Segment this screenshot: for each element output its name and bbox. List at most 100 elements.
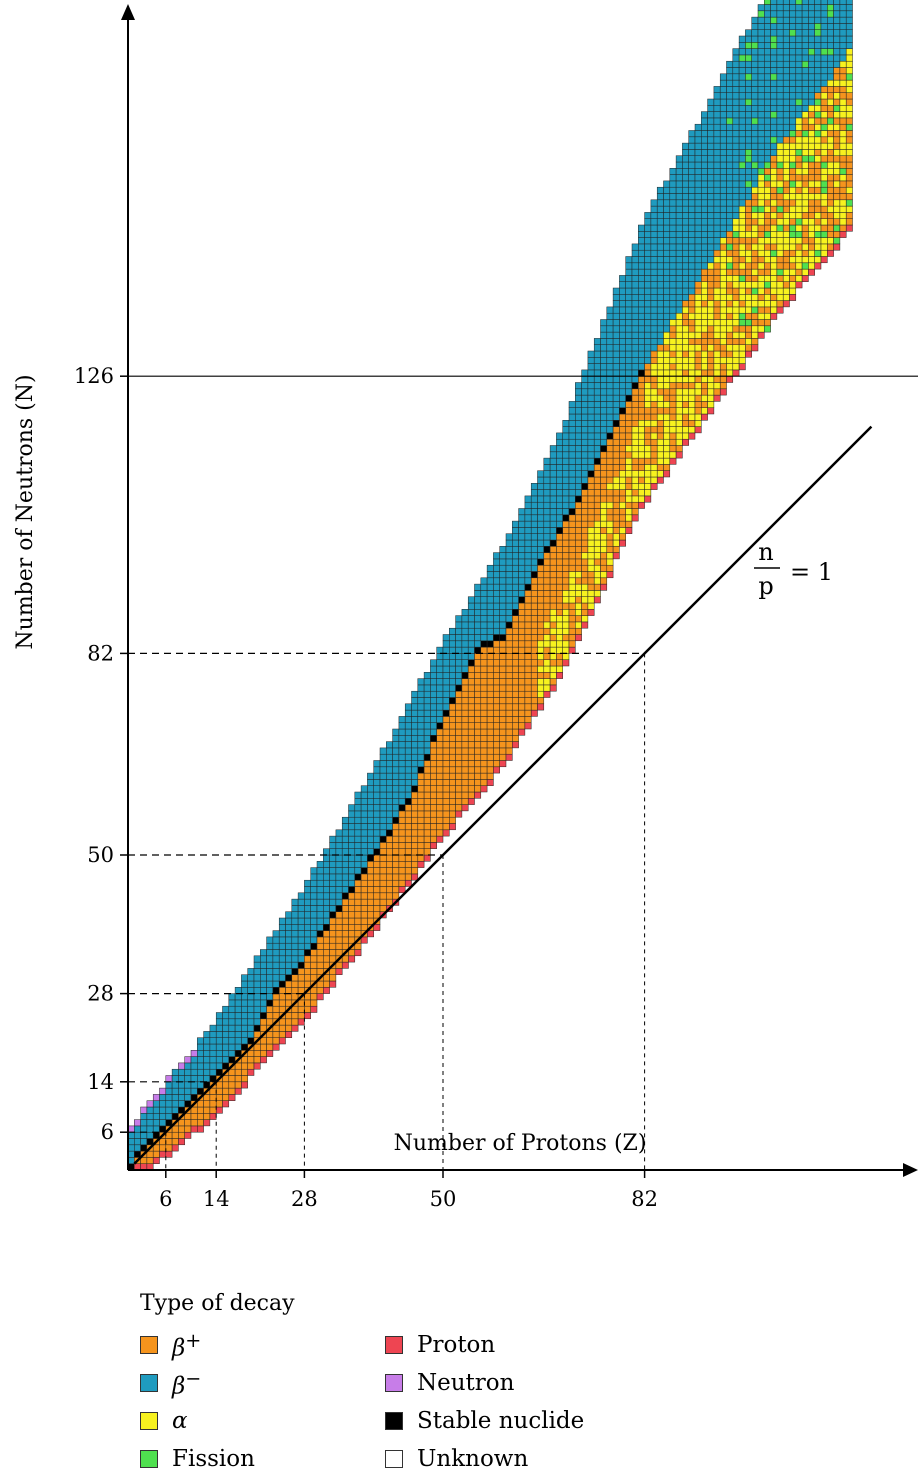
nuclide-cell [600, 426, 608, 434]
nuclide-cell [789, 48, 797, 56]
nuclide-cell [222, 1062, 230, 1070]
nuclide-cell [827, 149, 834, 156]
nuclide-cell [650, 350, 658, 358]
nuclide-cell [669, 193, 677, 201]
nuclide-cell [335, 848, 343, 856]
nuclide-cell [619, 464, 626, 471]
nuclide-cell [820, 16, 828, 24]
nuclide-cell [379, 779, 387, 786]
nuclide-cell [782, 111, 790, 119]
nuclide-cell [392, 842, 400, 849]
nuclide-cell [499, 665, 507, 673]
nuclide-cell [757, 79, 765, 87]
nuclide-cell [467, 735, 475, 742]
nuclide-cell [165, 1119, 173, 1127]
nuclide-cell [795, 155, 803, 163]
nuclide-cell [644, 382, 652, 390]
nuclide-cell [512, 621, 519, 629]
nuclide-cell [518, 690, 526, 698]
nuclide-cell [304, 942, 311, 950]
nuclide-cell [323, 848, 330, 856]
nuclide-cell [549, 508, 557, 516]
nuclide-cell [587, 470, 595, 478]
nuclide-cell [625, 375, 633, 383]
nuclide-cell [713, 161, 721, 169]
nuclide-cell [625, 287, 633, 295]
nuclide-cell [644, 218, 652, 226]
nuclide-cell [348, 823, 356, 831]
nuclide-cell [499, 552, 507, 560]
nuclide-cell [820, 92, 828, 100]
nuclide-cell [449, 678, 456, 686]
nuclide-cell [675, 319, 683, 327]
nuclide-cell [253, 974, 261, 982]
nuclide-cell [367, 892, 374, 900]
nuclide-cell [367, 785, 374, 793]
nuclide-cell [638, 470, 645, 478]
nuclide-cell [449, 810, 456, 818]
nuclide-cell [562, 609, 570, 616]
nuclide-cell [417, 779, 425, 786]
nuclide-cell [719, 275, 727, 282]
nuclide-cell [304, 905, 311, 912]
nuclide-cell [203, 1100, 211, 1108]
nuclide-cell [694, 319, 702, 327]
nuclide-cell [625, 407, 633, 415]
nuclide-cell [411, 785, 419, 793]
nuclide-cell [688, 331, 696, 339]
nuclide-cell [398, 886, 406, 894]
nuclide-cell [656, 464, 664, 471]
nuclide-cell [272, 1005, 280, 1013]
nuclide-cell [682, 350, 689, 358]
nuclide-cell [745, 60, 752, 68]
nuclide-cell [669, 338, 677, 345]
nuclide-cell [707, 256, 715, 264]
nuclide-cell [776, 42, 784, 49]
nuclide-cell [165, 1106, 173, 1114]
nuclide-cell [348, 867, 356, 875]
nuclide-cell [575, 627, 582, 635]
nuclide-cell [316, 867, 324, 875]
nuclide-cell [801, 98, 809, 106]
nuclide-cell [701, 243, 708, 251]
nuclide-cell [146, 1138, 154, 1146]
nuclide-cell [512, 527, 519, 534]
nuclide-cell [764, 123, 771, 131]
nuclide-cell [512, 615, 519, 623]
nuclide-cell [757, 294, 765, 301]
nuclide-cell [600, 483, 608, 490]
nuclide-cell [247, 993, 255, 1001]
nuclide-cell [581, 583, 589, 591]
nuclide-cell [537, 539, 545, 547]
nuclide-cell [656, 394, 664, 402]
nuclide-cell [833, 0, 841, 5]
nuclide-cell [839, 16, 847, 24]
nuclide-cell [360, 823, 368, 831]
nuclide-cell [656, 300, 664, 308]
nuclide-cell [707, 98, 715, 106]
nuclide-cell [688, 237, 696, 245]
nuclide-cell [329, 898, 337, 906]
nuclide-cell [776, 155, 784, 163]
nuclide-cell [638, 325, 645, 333]
nuclide-cell [423, 753, 431, 761]
nuclide-cell [524, 514, 532, 522]
nuclide-cell [827, 48, 834, 56]
nuclide-cell [341, 961, 349, 969]
nuclide-cell [556, 514, 563, 522]
nuclide-cell [650, 432, 658, 440]
nuclide-cell [638, 237, 645, 245]
nuclide-cell [549, 552, 557, 560]
nuclide-cell [814, 186, 822, 194]
nuclide-cell [795, 186, 803, 194]
nuclide-cell [562, 659, 570, 667]
nuclide-cell [556, 457, 563, 465]
nuclide-cell [253, 999, 261, 1007]
nuclide-cell [827, 205, 834, 213]
nuclide-cell [839, 111, 847, 119]
nuclide-cell [593, 401, 601, 408]
nuclide-cell [707, 168, 715, 175]
nuclide-cell [556, 609, 563, 616]
nuclide-cell [833, 42, 841, 49]
nuclide-cell [764, 256, 771, 264]
